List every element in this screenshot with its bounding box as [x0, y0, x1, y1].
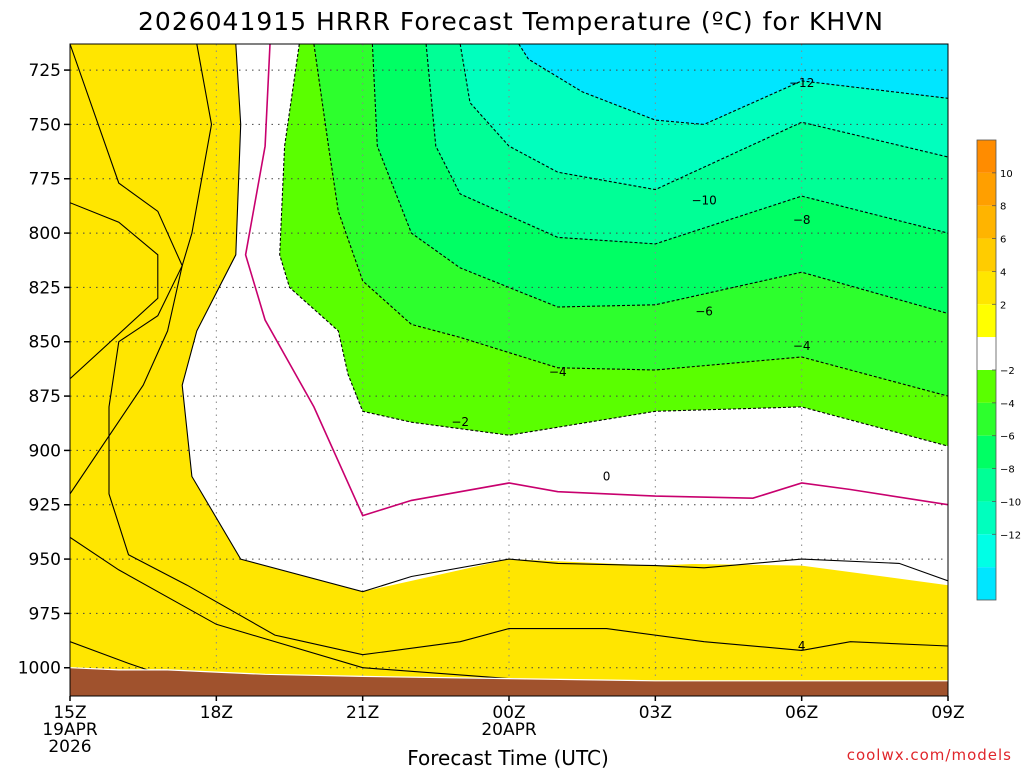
colorbar-band-3 [977, 238, 996, 272]
contour-line-0-6 [244, 44, 948, 517]
x-tick-label-15-0: 06Z [785, 703, 818, 723]
colorbar: 10 8 6 4 2 −2 −4 −6 −8 −10 −12 [976, 139, 1021, 601]
contour-line--4-4 [313, 44, 948, 397]
colorbar-tick-label-1: 8 [1000, 202, 1006, 213]
temp-band-2 [70, 44, 948, 696]
temp-band-3 [182, 44, 948, 588]
y-tick-label-925: 925 [29, 496, 61, 516]
colorbar-tick-label-10: −12 [1000, 530, 1021, 541]
x-tick-label-0-0: 15Z [53, 703, 86, 723]
x-tick-label-9-1: 20APR [481, 720, 537, 740]
colorbar-tick-label-7: −6 [1000, 432, 1015, 443]
contour-label-7: 0 [603, 469, 611, 483]
ground-top-edge [70, 667, 948, 682]
colorbar-band-1 [977, 172, 996, 206]
temp-band-9 [518, 44, 948, 125]
x-tick-label-0-1: 19APR [42, 720, 98, 740]
colorbar-band-2 [977, 205, 996, 239]
contour-line-6-9 [70, 44, 183, 495]
y-tick-label-975: 975 [29, 604, 61, 624]
colorbar-tick-label-8: −8 [1000, 465, 1015, 476]
colorbar-tick-label-3: 4 [1000, 267, 1006, 278]
y-tick-label-775: 775 [29, 170, 61, 190]
contour-label-2: −8 [793, 213, 811, 227]
y-tick-label-875: 875 [29, 387, 61, 407]
credit-text[interactable]: coolwx.com/models [847, 746, 1012, 764]
colorbar-tick-label-5: −2 [1000, 366, 1015, 377]
y-tick-label-850: 850 [29, 333, 61, 353]
chart-title: 2026041915 HRRR Forecast Temperature (ºC… [138, 7, 884, 36]
colorbar-tick-label-0: 10 [1000, 169, 1013, 180]
plot-area [70, 44, 948, 696]
colorbar-tick-label-4: 2 [1000, 300, 1006, 311]
colorbar-band-10 [977, 468, 996, 502]
contour-line-8-11 [70, 202, 159, 380]
contour-label-5: −4 [793, 339, 811, 353]
x-tick-label-9-0: 00Z [492, 703, 525, 723]
y-tick-label-725: 725 [29, 61, 61, 81]
contour-line--8-2 [425, 44, 948, 245]
plot-content [70, 44, 948, 696]
contour-label-6: −2 [451, 415, 469, 429]
colorbar-tick-label-2: 6 [1000, 235, 1006, 246]
colorbar-band-0 [977, 140, 996, 173]
y-tick-label-800: 800 [29, 224, 61, 244]
axes: 725 750 775 800 825 850 875 900 925 950 975 1000 15Z… [18, 43, 965, 757]
contour-line--12-0 [518, 44, 948, 125]
contour-line--6-3 [371, 44, 948, 315]
colorbar-band-13 [977, 567, 996, 600]
colorbar-band-11 [977, 501, 996, 535]
colorbar-band-5 [977, 304, 996, 338]
colorbar-tick-label-6: −4 [1000, 399, 1015, 410]
colorbar-band-4 [977, 271, 996, 305]
contour-label-8: 4 [798, 639, 806, 653]
contour-line--2-5 [279, 44, 948, 447]
colorbar-tick-label-9: −10 [1000, 497, 1021, 508]
x-axis-label: Forecast Time (UTC) [407, 746, 609, 768]
y-tick-label-1000: 1000 [18, 659, 61, 679]
colorbar-band-8 [977, 402, 996, 436]
x-tick-label-12-0: 03Z [639, 703, 672, 723]
contour-label-3: −6 [695, 304, 713, 318]
x-tick-label-6-0: 21Z [346, 703, 379, 723]
ground-fill [70, 667, 948, 696]
colorbar-band-12 [977, 534, 996, 568]
contour-label-4: −4 [549, 365, 567, 379]
colorbar-band-6 [977, 337, 996, 370]
y-tick-label-950: 950 [29, 550, 61, 570]
y-tick-label-900: 900 [29, 441, 61, 461]
x-tick-label-0-2: 2026 [48, 737, 91, 757]
x-tick-label-18-0: 09Z [931, 703, 964, 723]
contour-labels: −12 −10 −8 −6 −4 −4 −2 0 4 [451, 76, 814, 653]
colorbar-band-7 [977, 370, 996, 403]
colorbar-band-9 [977, 435, 996, 469]
y-tick-label-825: 825 [29, 278, 61, 298]
x-tick-label-3-0: 18Z [200, 703, 233, 723]
y-tick-label-750: 750 [29, 115, 61, 135]
contour-line-2-7 [181, 44, 948, 593]
contour-label-1: −10 [691, 193, 716, 207]
contour-label-0: −12 [789, 76, 814, 90]
